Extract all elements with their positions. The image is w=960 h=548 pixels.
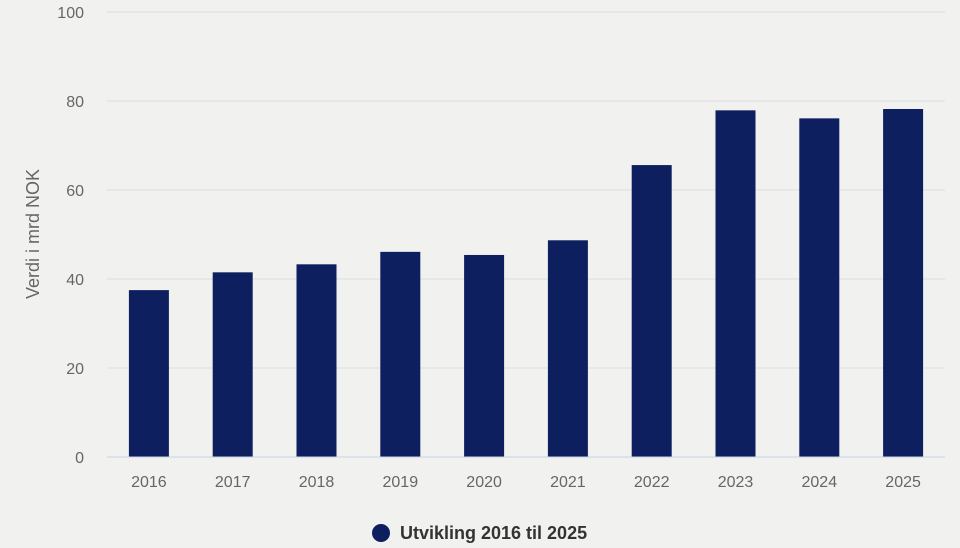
x-tick-label: 2018 <box>299 474 335 491</box>
y-axis-ticks: 0 20 40 60 80 100 <box>57 5 84 467</box>
legend-label[interactable]: Utvikling 2016 til 2025 <box>400 523 587 543</box>
y-tick-label: 0 <box>75 450 84 467</box>
x-tick-label: 2017 <box>215 474 251 491</box>
bar-2022[interactable] <box>631 165 672 457</box>
bar-2023[interactable] <box>715 110 756 457</box>
x-tick-label: 2025 <box>885 474 921 491</box>
x-tick-label: 2024 <box>802 474 838 491</box>
bar-2019[interactable] <box>380 251 421 457</box>
bar-2021[interactable] <box>547 240 588 457</box>
y-tick-label: 40 <box>66 272 84 289</box>
x-tick-label: 2022 <box>634 474 670 491</box>
x-tick-label: 2020 <box>466 474 502 491</box>
bar-2020[interactable] <box>464 254 505 457</box>
x-axis-ticks: 2016 2017 2018 2019 2020 2021 2022 2023 2024 2025 <box>131 474 921 491</box>
bar-2024[interactable] <box>799 118 840 457</box>
x-tick-label: 2016 <box>131 474 167 491</box>
y-tick-label: 20 <box>66 361 84 378</box>
y-axis-title: Verdi i mrd NOK <box>23 169 43 299</box>
bar-2016[interactable] <box>128 290 169 457</box>
bars <box>128 109 924 457</box>
x-tick-label: 2019 <box>383 474 419 491</box>
x-tick-label: 2021 <box>550 474 586 491</box>
bar-2017[interactable] <box>212 272 253 457</box>
x-tick-label: 2023 <box>718 474 754 491</box>
y-tick-label: 80 <box>66 94 84 111</box>
y-tick-label: 60 <box>66 183 84 200</box>
bar-2018[interactable] <box>296 264 337 457</box>
y-tick-label: 100 <box>57 5 84 22</box>
legend-marker[interactable] <box>372 524 390 542</box>
bar-2025[interactable] <box>883 109 924 457</box>
legend[interactable]: Utvikling 2016 til 2025 <box>372 523 587 543</box>
